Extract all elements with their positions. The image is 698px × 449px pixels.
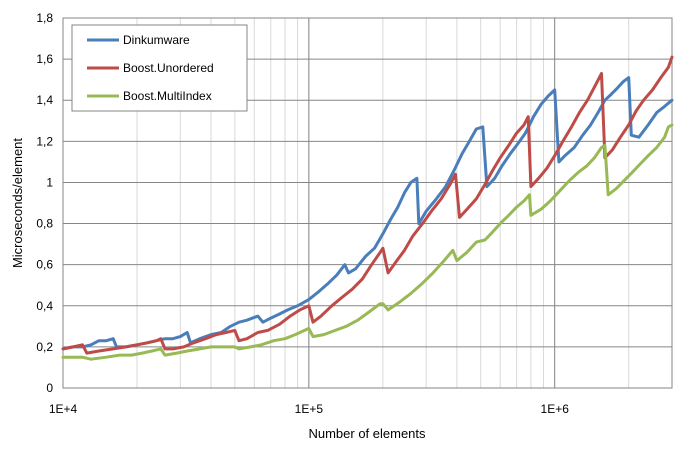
y-axis-tick-labels: 0 0,2 0,4 0,6 0,8 1 1,2 1,4 1,6 1,8 [36, 11, 53, 395]
y-tick-label: 0,2 [36, 340, 53, 354]
y-axis-title: Microseconds/element [10, 138, 25, 268]
y-tick-label: 1,4 [36, 93, 53, 107]
series-line-boost-multiindex [61, 123, 674, 361]
legend: Dinkumware Boost.Unordered Boost.MultiInde… [71, 24, 248, 112]
y-tick-label: 0,8 [36, 217, 53, 231]
y-tick-label: 0,4 [36, 299, 53, 313]
y-tick-label: 0 [46, 381, 53, 395]
series-line-boost-unordered [61, 55, 674, 355]
y-tick-label: 1 [46, 175, 53, 189]
series-layer [61, 55, 674, 361]
legend-label-boost-multiindex: Boost.MultiIndex [123, 89, 212, 103]
x-tick-label: 1E+6 [541, 402, 570, 416]
x-tick-label: 1E+4 [49, 402, 78, 416]
y-tick-label: 1,2 [36, 134, 53, 148]
y-tick-label: 0,6 [36, 258, 53, 272]
y-tick-label: 1,8 [36, 11, 53, 25]
y-tick-label: 1,6 [36, 52, 53, 66]
x-axis-tick-labels: 1E+4 1E+5 1E+6 [49, 402, 569, 416]
legend-label-boost-unordered: Boost.Unordered [123, 61, 214, 75]
x-axis-title: Number of elements [308, 426, 426, 441]
plot-area-border [62, 17, 673, 389]
x-tick-label: 1E+5 [295, 402, 324, 416]
series-line-dinkumware [61, 76, 674, 351]
legend-label-dinkumware: Dinkumware [123, 33, 190, 47]
